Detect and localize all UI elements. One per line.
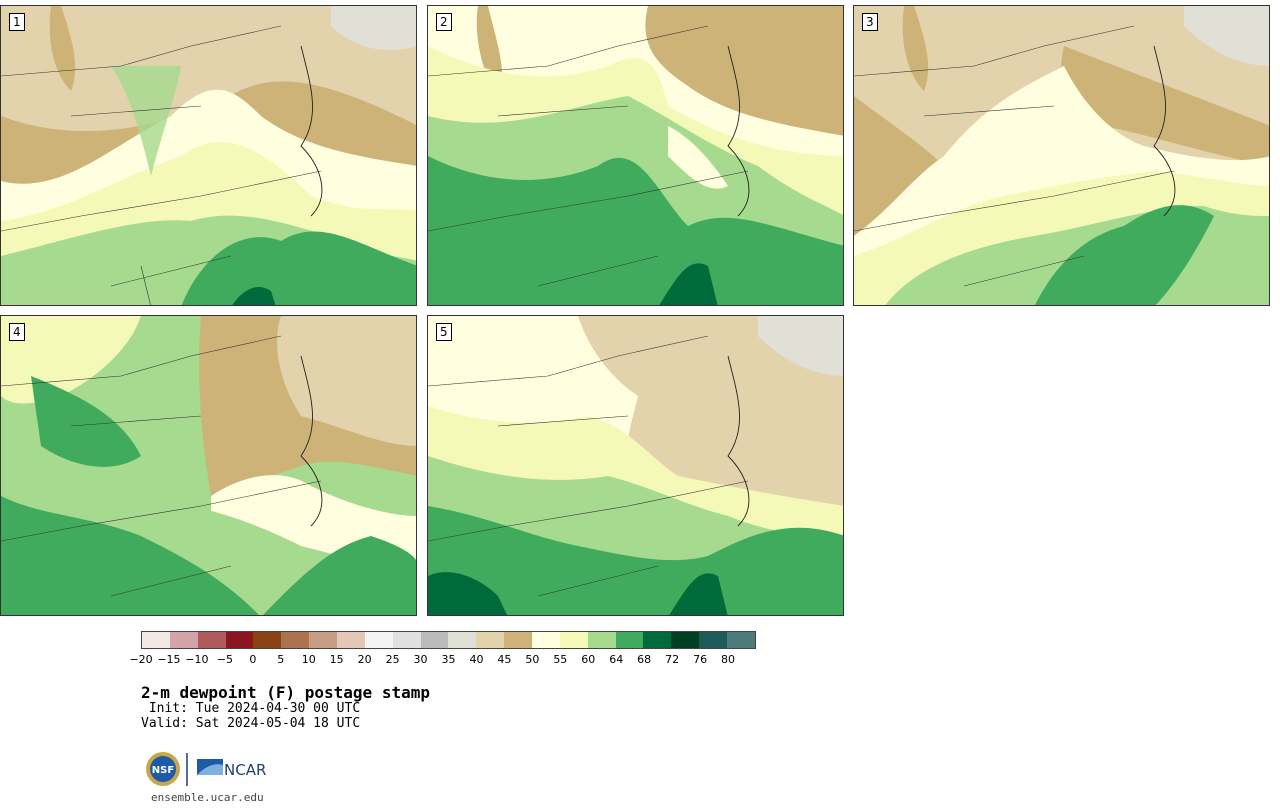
ncar-logo-icon: NCAR [197, 759, 266, 779]
colorbar-swatch [504, 632, 533, 648]
dewpoint-map [1, 6, 416, 305]
colorbar-tick-label: −5 [216, 653, 233, 666]
colorbar-tick-label: 40 [469, 653, 484, 666]
colorbar-tick-label: 68 [637, 653, 652, 666]
svg-text:NCAR: NCAR [224, 761, 266, 779]
colorbar-tick-label: 45 [497, 653, 512, 666]
colorbar-tick-label: 80 [721, 653, 736, 666]
panel-number: 5 [436, 323, 452, 341]
valid-time: Valid: Sat 2024-05-04 18 UTC [141, 716, 361, 731]
member-panel-1: 1 [0, 5, 417, 306]
colorbar-tick-label: 15 [329, 653, 344, 666]
dewpoint-map [854, 6, 1269, 305]
colorbar-swatch [225, 632, 254, 648]
dewpoint-colorbar [141, 631, 756, 649]
colorbar-swatch [420, 632, 449, 648]
colorbar-tick-label: −10 [185, 653, 209, 666]
colorbar-tick-label: 76 [693, 653, 708, 666]
colorbar-swatch [671, 632, 700, 648]
dewpoint-map [428, 316, 843, 615]
colorbar-tick-label: −20 [129, 653, 153, 666]
colorbar-tick-labels: −20 −15 −10 −5 0 5 10 15 20 25 30 35 40 45 50 55 60 64 68 7… [129, 653, 756, 667]
colorbar-tick-label: 35 [441, 653, 456, 666]
panel-number: 4 [9, 323, 25, 341]
colorbar-swatch [476, 632, 505, 648]
init-time: Init: Tue 2024-04-30 00 UTC [141, 701, 361, 716]
colorbar-tick-label: 64 [609, 653, 624, 666]
colorbar-tick-label: 55 [553, 653, 568, 666]
colorbar-swatch [142, 632, 170, 648]
svg-text:NSF: NSF [152, 765, 174, 776]
colorbar-swatch [281, 632, 310, 648]
colorbar-swatch [364, 632, 393, 648]
colorbar-tick-label: −15 [157, 653, 181, 666]
colorbar-swatch [532, 632, 560, 648]
figure-title: 2-m dewpoint (F) postage stamp [141, 683, 430, 702]
colorbar-swatch [253, 632, 282, 648]
panel-number: 3 [862, 13, 878, 31]
member-panel-4: 4 [0, 315, 417, 616]
colorbar-swatch [727, 632, 755, 648]
logos: NSF NCAR [145, 750, 285, 790]
colorbar-swatch [448, 632, 477, 648]
colorbar-swatch [392, 632, 421, 648]
member-panel-5: 5 [427, 315, 844, 616]
colorbar-swatch [197, 632, 226, 648]
panel-number: 1 [9, 13, 25, 31]
dewpoint-map [1, 316, 416, 615]
colorbar-swatch [587, 632, 616, 648]
colorbar-swatch [559, 632, 588, 648]
member-panel-3: 3 [853, 5, 1270, 306]
colorbar-swatch [309, 632, 338, 648]
colorbar-swatch [615, 632, 644, 648]
colorbar-tick-label: 30 [413, 653, 428, 666]
colorbar-swatch [169, 632, 198, 648]
colorbar-tick-label: 5 [277, 653, 285, 666]
colorbar-swatch [699, 632, 728, 648]
colorbar-tick-label: 10 [301, 653, 316, 666]
colorbar-tick-label: 0 [249, 653, 257, 666]
site-url: ensemble.ucar.edu [151, 791, 264, 804]
colorbar-tick-label: 60 [581, 653, 596, 666]
panel-number: 2 [436, 13, 452, 31]
nsf-logo-icon: NSF [146, 752, 180, 786]
colorbar-tick-label: 72 [665, 653, 680, 666]
member-panel-2: 2 [427, 5, 844, 306]
colorbar-swatch [337, 632, 365, 648]
colorbar-tick-label: 25 [385, 653, 400, 666]
colorbar-tick-label: 20 [357, 653, 372, 666]
colorbar-swatch [643, 632, 672, 648]
dewpoint-map [428, 6, 843, 305]
colorbar-tick-label: 50 [525, 653, 540, 666]
